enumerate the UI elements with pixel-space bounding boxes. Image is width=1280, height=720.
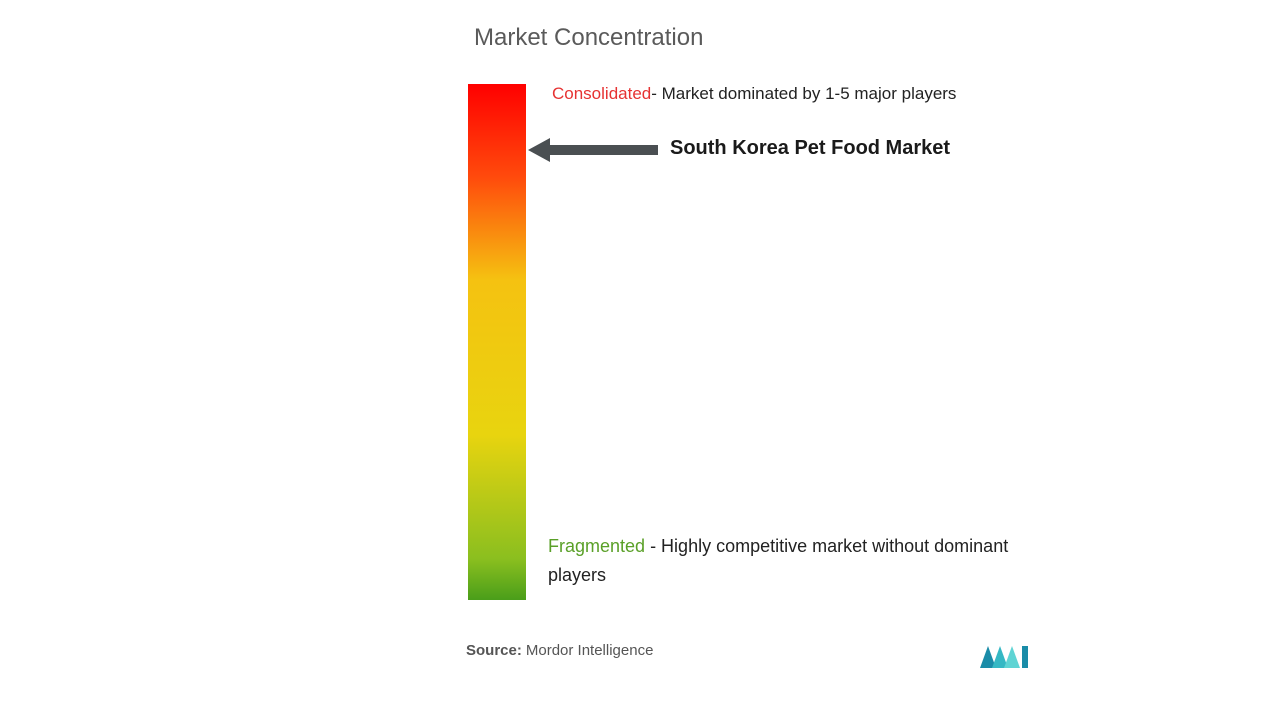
marker-arrow-icon: [528, 135, 658, 165]
concentration-gradient-bar: [468, 84, 526, 600]
market-marker-label: South Korea Pet Food Market: [670, 137, 950, 160]
consolidated-term: Consolidated: [552, 84, 651, 103]
fragmented-label: Fragmented - Highly competitive market w…: [548, 532, 1048, 590]
source-attribution: Source:Mordor Intelligence: [466, 642, 653, 659]
brand-logo-icon: [978, 640, 1032, 672]
source-label: Source:: [466, 642, 522, 659]
fragmented-term: Fragmented: [548, 536, 645, 556]
consolidated-label: Consolidated- Market dominated by 1-5 ma…: [552, 84, 956, 104]
chart-title: Market Concentration: [474, 24, 703, 52]
consolidated-desc: - Market dominated by 1-5 major players: [651, 84, 956, 103]
source-value: Mordor Intelligence: [526, 642, 654, 659]
